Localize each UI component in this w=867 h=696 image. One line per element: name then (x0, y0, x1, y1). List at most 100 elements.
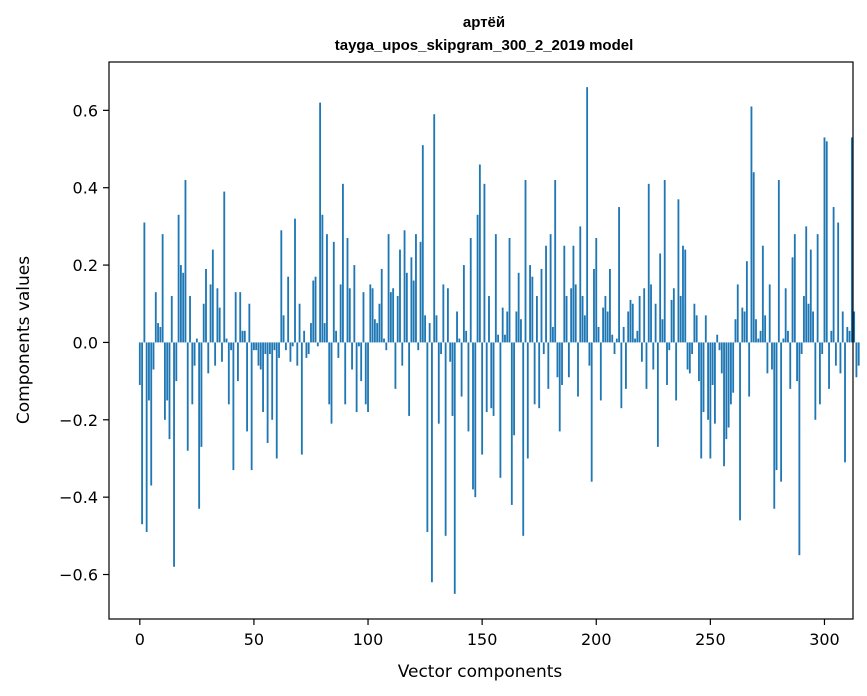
bar-199 (593, 268, 595, 343)
bar-6 (152, 342, 155, 370)
bar-282 (782, 338, 785, 343)
bar-54 (262, 342, 264, 413)
bar-274 (764, 315, 767, 343)
bar-207 (611, 334, 614, 343)
bar-248 (704, 315, 707, 343)
bar-1 (141, 342, 144, 525)
bar-85 (332, 241, 335, 343)
bar-181 (551, 326, 554, 343)
bar-305 (834, 342, 837, 366)
bar-97 (360, 342, 363, 382)
bar-147 (474, 342, 477, 498)
bar-7 (154, 292, 157, 343)
x-tick-label-5: 250 (695, 630, 726, 649)
bar-281 (780, 342, 783, 482)
bar-93 (351, 342, 353, 370)
bar-302 (828, 342, 830, 389)
bar-62 (280, 230, 283, 343)
bar-165 (515, 311, 518, 343)
bar-42 (234, 292, 237, 343)
bar-13 (168, 342, 171, 440)
bar-127 (428, 323, 431, 343)
bar-142 (462, 265, 465, 343)
bar-47 (246, 342, 248, 432)
bar-89 (342, 183, 344, 343)
bar-300 (823, 137, 826, 343)
bar-43 (237, 342, 239, 382)
bar-295 (812, 311, 814, 343)
bar-219 (638, 296, 641, 343)
bar-96 (357, 342, 360, 347)
bar-187 (565, 296, 568, 343)
x-axis-ticks: 0 50 100 150 200 250 300 (135, 619, 840, 649)
bar-148 (476, 214, 479, 343)
bar-14 (170, 296, 173, 343)
bar-35 (218, 307, 221, 343)
bar-256 (723, 342, 725, 467)
bar-141 (460, 342, 463, 397)
bar-171 (529, 265, 531, 343)
bar-150 (481, 342, 484, 455)
bar-32 (211, 249, 214, 343)
bar-118 (408, 342, 411, 416)
bar-28 (202, 303, 205, 343)
bar-77 (314, 276, 317, 343)
bar-128 (431, 342, 433, 583)
x-tick-label-4: 200 (581, 630, 612, 649)
bar-115 (401, 342, 404, 366)
bar-172 (531, 276, 534, 343)
bar-158 (499, 342, 502, 478)
bar-161 (506, 311, 509, 343)
bar-151 (483, 183, 486, 343)
bar-270 (755, 319, 757, 343)
bar-298 (819, 342, 821, 405)
bar-53 (259, 342, 262, 370)
bar-268 (750, 106, 753, 343)
bar-193 (579, 226, 582, 343)
bar-30 (207, 342, 210, 374)
bar-34 (216, 288, 219, 343)
y-tick-label-3: 0.0 (73, 333, 98, 352)
bar-149 (478, 164, 481, 343)
bar-31 (209, 284, 212, 343)
bar-261 (734, 319, 737, 343)
bar-3 (145, 342, 148, 532)
bar-156 (494, 234, 497, 343)
bar-173 (533, 342, 536, 405)
y-tick-label-6: 0.6 (73, 101, 98, 120)
bar-121 (415, 234, 417, 343)
bar-311 (848, 330, 851, 343)
bar-288 (796, 342, 798, 382)
bar-123 (419, 241, 422, 343)
bar-108 (385, 342, 388, 351)
bar-60 (275, 342, 278, 459)
bar-70 (298, 303, 301, 343)
bar-280 (777, 179, 780, 343)
bar-276 (768, 284, 771, 343)
bar-139 (456, 311, 458, 343)
bar-46 (243, 330, 246, 343)
bar-48 (248, 303, 251, 343)
bar-82 (326, 234, 328, 343)
bar-160 (504, 334, 506, 343)
bar-40 (230, 342, 233, 351)
bar-188 (567, 342, 570, 378)
bar-233 (670, 299, 673, 343)
bar-136 (449, 342, 452, 362)
bar-124 (421, 145, 424, 343)
bar-279 (775, 342, 778, 471)
bar-174 (536, 296, 538, 343)
bar-184 (558, 342, 561, 432)
bar-252 (714, 342, 716, 424)
bar-239 (684, 249, 687, 343)
bar-313 (853, 311, 856, 343)
bar-88 (339, 284, 342, 343)
bar-16 (175, 342, 178, 382)
bar-100 (367, 342, 369, 413)
bar-18 (179, 265, 182, 343)
bar-238 (682, 245, 684, 343)
bar-20 (184, 179, 187, 343)
bar-5 (150, 342, 153, 486)
bar-38 (225, 338, 228, 343)
